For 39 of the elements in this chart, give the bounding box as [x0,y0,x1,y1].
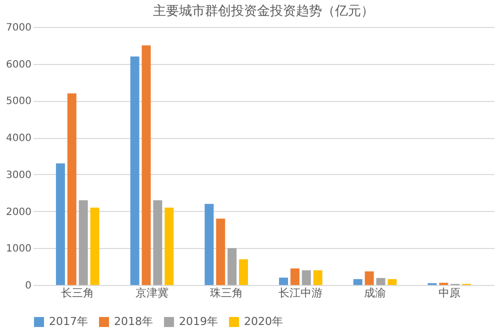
y-tick-label: 2000 [6,206,32,218]
bar [353,279,362,285]
x-tick-label: 成渝 [364,286,386,300]
x-tick-label: 长江中游 [278,286,323,300]
bar [67,93,76,285]
y-tick-label: 1000 [6,244,32,255]
y-tick-label: 7000 [6,22,32,34]
bar [376,278,386,285]
x-tick-label: 中原 [438,286,460,300]
bar [302,270,311,285]
x-tick-label: 京津冀 [135,286,168,300]
x-tick-label: 珠三角 [210,286,243,300]
bar [313,270,322,285]
legend-label: 2019年 [179,315,218,328]
x-tick-label: 长三角 [61,286,94,300]
bar [78,200,88,285]
bar [238,259,248,285]
bar [90,208,100,285]
y-tick-label: 0 [25,280,32,292]
bar [142,45,151,285]
bar [388,279,397,285]
bar [364,271,374,285]
bar [130,56,140,285]
bar [204,204,214,285]
y-tick-label: 4000 [6,133,32,144]
legend-label: 2018年 [114,315,153,328]
bar [153,200,162,285]
y-tick-label: 3000 [6,170,32,181]
bar [228,248,237,285]
bar [56,163,65,285]
bar [279,278,288,285]
y-tick-label: 5000 [6,96,32,108]
bar [164,208,174,285]
bar [216,218,226,285]
chart-title: 主要城市群创投资金投资趋势（亿元） [153,3,374,19]
y-tick-label: 6000 [6,59,32,70]
bar [290,268,300,285]
legend-label: 2017年 [49,315,88,328]
legend-label: 2020年 [244,315,283,328]
